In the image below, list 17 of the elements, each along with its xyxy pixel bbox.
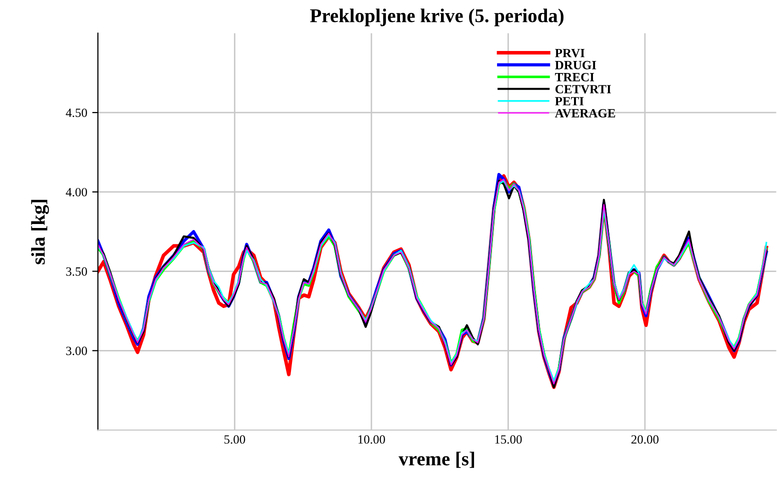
x-tick-label: 20.00	[631, 435, 659, 444]
legend-label: DRUGI	[555, 60, 596, 70]
legend-label: PETI	[555, 97, 584, 106]
chart-title: Preklopljene krive (5. perioda)	[310, 8, 564, 26]
x-tick-label: 15.00	[495, 435, 522, 444]
y-tick-label: 4.00	[66, 188, 88, 196]
legend-label: PRVI	[555, 48, 585, 58]
y-tick-label: 3.00	[66, 346, 88, 356]
y-tick-label: 4.50	[66, 108, 88, 118]
x-axis-title: vreme [s]	[398, 452, 474, 468]
legend-label: TRECI	[555, 72, 594, 82]
legend-label: CETVRTI	[555, 84, 611, 94]
y-tick-label: 3.50	[66, 267, 88, 276]
y-axis-title: sila [kg]	[31, 200, 49, 264]
x-tick-label: 10.00	[358, 435, 386, 444]
x-tick-label: 5.00	[224, 435, 246, 444]
legend-label: AVERAGE	[554, 109, 616, 118]
